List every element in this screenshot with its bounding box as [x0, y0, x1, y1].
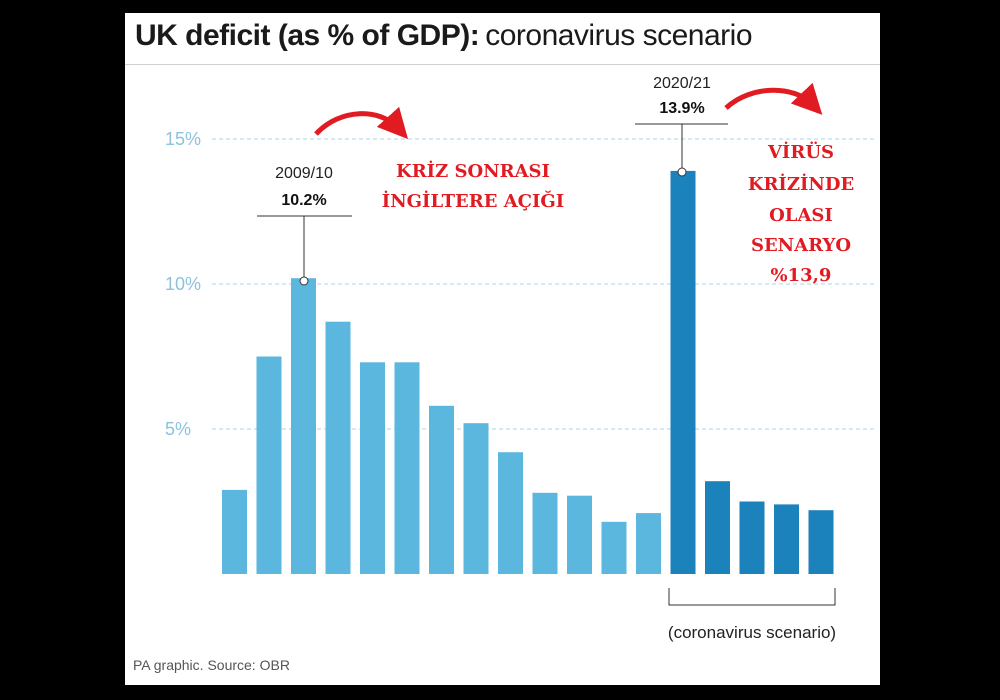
right-annotation-dot	[677, 167, 687, 177]
chart-title: UK deficit (as % of GDP): coronavirus sce…	[135, 19, 875, 59]
right-red-text-line-3: OLASI	[769, 205, 833, 226]
right-red-arrow	[724, 82, 823, 115]
bar	[739, 501, 765, 574]
title-rest: coronavirus scenario	[485, 19, 752, 52]
left-annotation-value: 10.2%	[281, 192, 326, 209]
bar	[291, 278, 316, 574]
source-note: PA graphic. Source: OBR	[133, 657, 290, 673]
bar	[808, 510, 834, 574]
bar	[601, 521, 627, 574]
bar	[429, 405, 454, 574]
bar	[532, 492, 558, 574]
left-annotation-dot	[299, 276, 309, 286]
bar	[256, 356, 282, 574]
bar	[636, 513, 661, 574]
left-red-text-line-1: KRİZ SONRASI	[396, 159, 550, 182]
right-red-text-line-2: KRİZİNDE	[748, 172, 854, 195]
bar	[222, 489, 247, 574]
y-tick-label: 10%	[165, 274, 201, 294]
left-annotation-year: 2009/10	[275, 165, 333, 182]
bar	[498, 452, 523, 574]
title-bold: UK deficit (as % of GDP):	[135, 19, 480, 52]
left-red-text-line-2: İNGİLTERE AÇIĞI	[382, 189, 564, 212]
bar	[360, 362, 385, 574]
bar	[463, 423, 489, 574]
right-annotation-value: 13.9%	[659, 100, 704, 117]
right-red-text-line-1: VİRÜS	[767, 140, 834, 163]
right-annotation-year: 2020/21	[653, 75, 711, 92]
left-red-arrow	[314, 106, 409, 140]
bar	[670, 170, 696, 574]
bar	[774, 504, 799, 574]
bar	[394, 362, 420, 574]
scenario-bracket	[668, 588, 836, 606]
right-red-text-line-4: SENARYO	[751, 235, 851, 256]
scenario-label: (coronavirus scenario)	[668, 623, 836, 642]
y-tick-label: 15%	[165, 129, 201, 149]
title-divider	[125, 64, 880, 65]
bar	[325, 321, 351, 574]
y-tick-label: 5%	[165, 419, 191, 439]
bar	[705, 481, 730, 574]
bar	[567, 495, 592, 574]
right-red-text-line-5: %13,9	[771, 265, 832, 286]
